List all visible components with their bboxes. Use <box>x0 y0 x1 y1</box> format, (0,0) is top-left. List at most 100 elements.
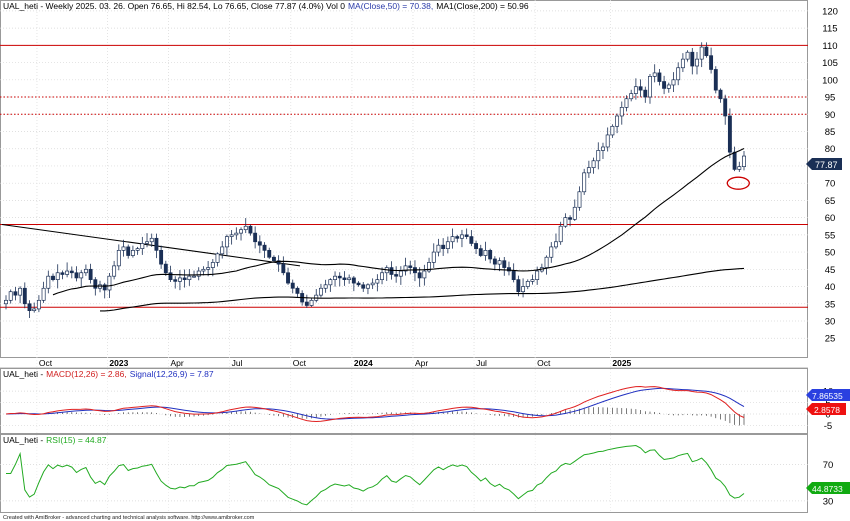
candle-up <box>328 279 333 286</box>
candle-up <box>107 275 112 291</box>
candle-up <box>112 265 117 277</box>
candle-up <box>591 160 596 169</box>
candle-down <box>478 248 483 256</box>
candle-down <box>276 260 281 265</box>
candle-up <box>624 98 629 108</box>
candle-up <box>742 155 746 167</box>
price-badge: 77.87 <box>806 158 842 170</box>
y-tick-label: 50 <box>825 248 836 259</box>
y-tick-label: 95 <box>825 93 836 104</box>
candle-down <box>27 303 32 312</box>
candle-down <box>163 263 168 274</box>
candle-up <box>666 84 671 89</box>
y-tick-label: 110 <box>822 41 837 52</box>
candle-up <box>201 268 206 272</box>
candle-down <box>455 236 460 239</box>
candle-up <box>145 241 149 244</box>
candle-down <box>657 72 662 82</box>
candle-up <box>563 217 568 227</box>
candle-up <box>483 250 488 256</box>
candle-down <box>507 267 511 272</box>
y-tick-label: 120 <box>822 6 838 17</box>
rsi-badge-label: 44.8733 <box>812 484 843 494</box>
macd-layer <box>5 385 745 426</box>
signal-line <box>5 387 745 420</box>
candle-up <box>177 277 182 282</box>
candle-down <box>257 241 262 246</box>
candle-up <box>398 270 403 277</box>
candle-up <box>605 134 610 148</box>
candle-down <box>60 272 65 275</box>
candle-down <box>248 225 253 234</box>
candle-up <box>140 243 145 249</box>
rsi-badge: 44.8733 <box>806 482 850 494</box>
x-tick-label: Oct <box>293 358 307 368</box>
candle-up <box>737 166 742 170</box>
candle-up <box>196 270 201 277</box>
candle-down <box>286 272 290 284</box>
y-tick-label: 60 <box>825 213 836 224</box>
candle-up <box>32 308 37 312</box>
candle-up <box>699 46 704 60</box>
candle-down <box>102 284 107 291</box>
candle-up <box>206 267 211 270</box>
candle-up <box>633 86 638 94</box>
y-tick-label: 30 <box>825 316 836 327</box>
y-tick-label: 100 <box>822 75 838 86</box>
candle-up <box>135 248 140 251</box>
macd-line <box>5 385 745 423</box>
candle-up <box>596 150 601 162</box>
candle-down <box>408 265 413 268</box>
macd-signal-badge: 7.86535 <box>806 389 850 401</box>
candle-up <box>55 272 60 280</box>
candle-down <box>690 51 695 67</box>
candle-down <box>154 237 159 251</box>
candle-down <box>356 282 361 286</box>
ma50-line <box>52 148 745 296</box>
candle-down <box>51 275 55 280</box>
candle-down <box>704 46 709 57</box>
candle-up <box>460 234 464 239</box>
price-header-main: UAL_heti - Weekly 2025. 03. 26. Open 76.… <box>3 1 529 11</box>
macd-panel-frame <box>0 368 808 434</box>
y-tick-label: 85 <box>825 127 836 138</box>
candle-up <box>46 275 51 289</box>
candle-down <box>492 258 497 265</box>
rsi-y-tick-label: 70 <box>823 460 834 471</box>
candle-down <box>271 256 276 262</box>
x-tick-label: 2025 <box>612 358 631 368</box>
candle-up <box>497 260 502 265</box>
ma200-line <box>100 267 745 312</box>
candle-down <box>464 234 469 237</box>
y-tick-label: 115 <box>822 24 837 35</box>
candle-up <box>521 286 526 293</box>
candle-down <box>159 250 164 265</box>
candle-up <box>4 299 8 305</box>
candle-down <box>709 55 714 70</box>
y-tick-label: 40 <box>825 282 836 293</box>
candle-up <box>121 246 126 251</box>
candle-up <box>234 232 239 236</box>
candle-down <box>88 268 93 280</box>
x-tick-label: Oct <box>39 358 53 368</box>
y-tick-label: 70 <box>825 179 836 190</box>
candle-up <box>586 167 591 174</box>
x-tick-label: 2023 <box>109 358 128 368</box>
candle-up <box>347 277 352 280</box>
candle-up <box>243 225 248 231</box>
candle-down <box>295 287 300 294</box>
candle-up <box>116 250 121 267</box>
y-tick-label: 80 <box>825 144 836 155</box>
rsi-layer <box>6 444 745 506</box>
candle-up <box>685 51 690 60</box>
candle-up <box>554 241 558 248</box>
candle-up <box>431 251 436 263</box>
candle-down <box>723 98 728 117</box>
candle-up <box>192 275 196 278</box>
candle-down <box>69 270 74 274</box>
candle-down <box>643 89 648 98</box>
candle-up <box>422 270 427 279</box>
candle-down <box>474 243 479 249</box>
candle-down <box>74 272 79 279</box>
